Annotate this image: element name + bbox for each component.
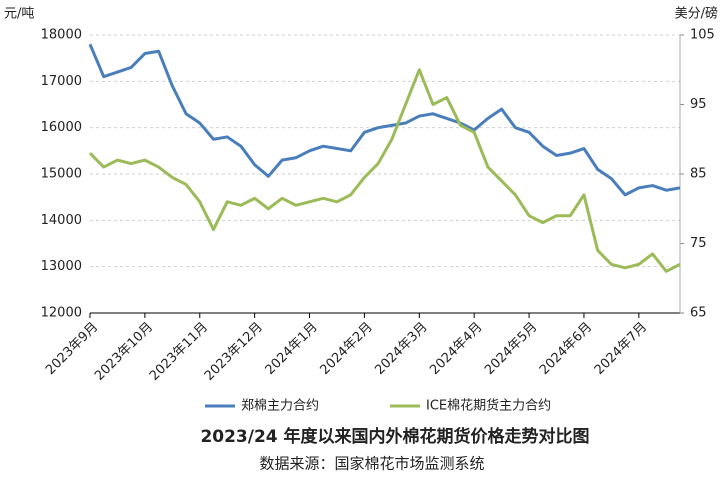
x-tick-label: 2024年3月 <box>372 320 430 378</box>
legend-label: ICE棉花期货主力合约 <box>426 398 551 414</box>
y2-tick-label: 85 <box>690 167 707 182</box>
series-line <box>88 43 681 197</box>
y-tick-label: 12000 <box>41 306 82 321</box>
x-tick-label: 2024年6月 <box>537 320 595 378</box>
legend-label: 郑棉主力合约 <box>241 399 319 414</box>
y-tick-label: 15000 <box>41 167 82 182</box>
y-tick-label: 16000 <box>41 120 82 135</box>
x-tick-label: 2023年9月 <box>43 320 101 378</box>
y-tick-label: 18000 <box>41 28 82 43</box>
x-tick-label: 2024年4月 <box>427 320 485 378</box>
x-tick-label: 2024年7月 <box>592 320 650 378</box>
y-axis-label: 元/吨 <box>4 7 34 22</box>
x-tick-label: 2023年12月 <box>202 320 266 384</box>
series-line <box>88 68 681 273</box>
y-tick-label: 14000 <box>41 213 82 228</box>
x-tick-label: 2023年10月 <box>92 320 156 384</box>
y-tick-label: 17000 <box>41 74 82 89</box>
x-tick-label: 2024年5月 <box>482 320 540 378</box>
x-tick-label: 2024年2月 <box>317 320 375 378</box>
y2-axis-label: 美分/磅 <box>675 6 718 22</box>
y2-tick-label: 75 <box>690 236 707 251</box>
chart-title: 2023/24 年度以来国内外棉花期货价格走势对比图 <box>200 426 589 447</box>
source: 数据来源：国家棉花市场监测系统 <box>259 455 484 473</box>
y-tick-label: 13000 <box>41 259 82 274</box>
y2-tick-label: 105 <box>690 28 715 43</box>
y2-tick-label: 95 <box>690 97 707 112</box>
x-tick-label: 2024年1月 <box>263 320 321 378</box>
y2-tick-label: 65 <box>690 306 707 321</box>
